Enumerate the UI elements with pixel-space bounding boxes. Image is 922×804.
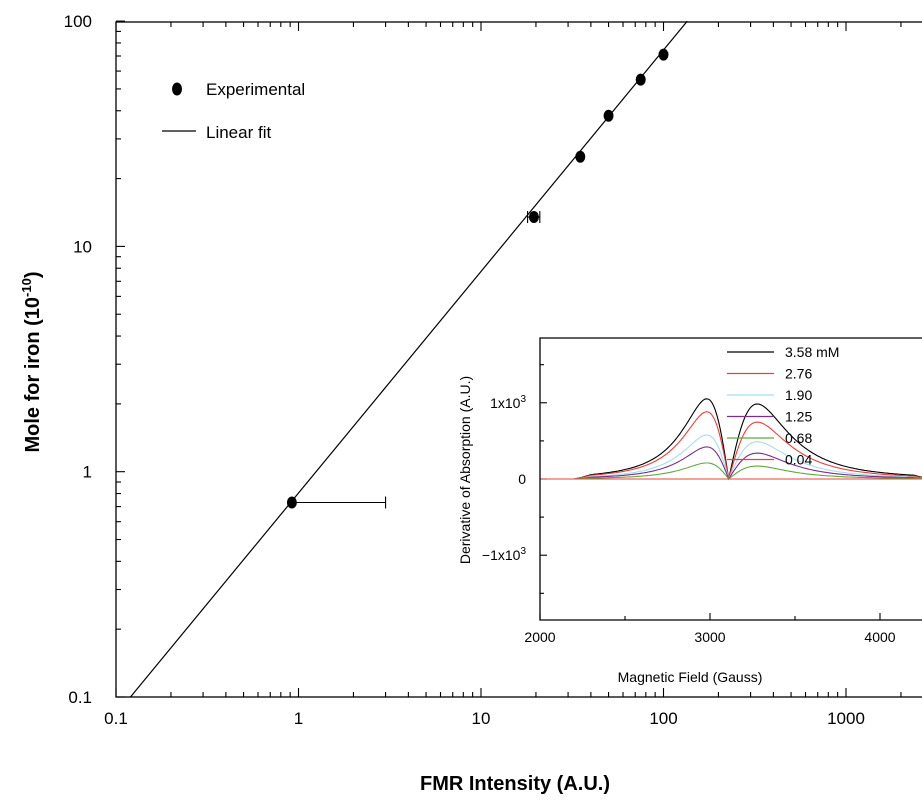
y-axis-title-sup: -10 (19, 278, 34, 297)
x-tick-label: 0.1 (104, 709, 128, 728)
experimental-point (286, 496, 297, 509)
x-tick-label: 1000 (827, 709, 865, 728)
error-bars (291, 211, 541, 509)
experimental-point (575, 150, 586, 163)
inset-series-line (540, 411, 922, 480)
linear-fit-line (129, 20, 688, 698)
main-axis-ticks (115, 20, 902, 698)
main-legend: Experimental Linear fit (162, 80, 305, 142)
y-tick-label: 0.1 (68, 688, 92, 707)
inset-legend-label: 1.90 (785, 387, 812, 403)
inset-curves (540, 398, 922, 481)
x-axis-title: FMR Intensity (A.U.) (420, 773, 610, 795)
y-axis-title: Mole for iron (10-10) (19, 271, 44, 452)
x-tick-label: 100 (649, 709, 677, 728)
inset-plot: 2000 3000 4000 −1x103 0 1x103 3.58 mM 2.76 1.90… (457, 337, 922, 685)
inset-y-axis-title: Derivative of Absorption (A.U.) (457, 376, 473, 564)
main-plot: 0.1 1 10 100 1000 0.1 1 10 100 Experimental Line… (19, 12, 922, 795)
y-tick-label: 100 (64, 12, 92, 31)
inset-x-tick-label: 2000 (524, 629, 555, 645)
linear-fit-segment (129, 20, 688, 698)
experimental-point (658, 48, 669, 61)
inset-series-line (540, 398, 922, 480)
legend-label-linear-fit: Linear fit (206, 123, 271, 142)
inset-legend-label: 0.04 (785, 452, 812, 468)
y-axis-title-end: ) (22, 271, 44, 278)
experimental-point (528, 211, 539, 224)
inset-y-tick-sup: 3 (520, 546, 526, 557)
inset-legend-label: 3.58 mM (785, 344, 839, 360)
experimental-points (286, 48, 669, 509)
inset-y-tick-label: 0 (518, 471, 526, 487)
inset-y-tick-label: −1x103 (482, 546, 527, 563)
y-tick-label: 1 (83, 463, 92, 482)
main-plot-frame (115, 21, 922, 698)
inset-series-line (540, 434, 922, 481)
x-tick-label: 10 (472, 709, 491, 728)
y-tick-label: 10 (73, 237, 92, 256)
inset-plot-frame (539, 337, 922, 621)
inset-legend-label: 1.25 (785, 409, 812, 425)
inset-y-tick-label: 1x103 (490, 394, 526, 411)
legend-label-experimental: Experimental (206, 80, 305, 99)
legend-marker-experimental (172, 82, 182, 96)
main-tick-labels: 0.1 1 10 100 1000 0.1 1 10 100 (64, 12, 865, 728)
y-axis-title-main: Mole for iron (10 (22, 297, 44, 453)
inset-series-line (540, 462, 922, 480)
experimental-point (635, 73, 646, 86)
inset-x-tick-label: 3000 (694, 629, 725, 645)
inset-x-tick-label: 4000 (864, 629, 895, 645)
experimental-point (603, 109, 614, 122)
inset-y-tick-sup: 3 (520, 394, 526, 405)
inset-series-line (540, 446, 922, 481)
inset-tick-labels: 2000 3000 4000 −1x103 0 1x103 (482, 394, 896, 645)
inset-legend-label: 2.76 (785, 366, 812, 382)
x-tick-label: 1 (294, 709, 303, 728)
inset-x-axis-title: Magnetic Field (Gauss) (618, 669, 763, 685)
inset-legend-label: 0.68 (785, 430, 812, 446)
inset-legend: 3.58 mM 2.76 1.90 1.25 0.68 0.04 (727, 344, 839, 468)
